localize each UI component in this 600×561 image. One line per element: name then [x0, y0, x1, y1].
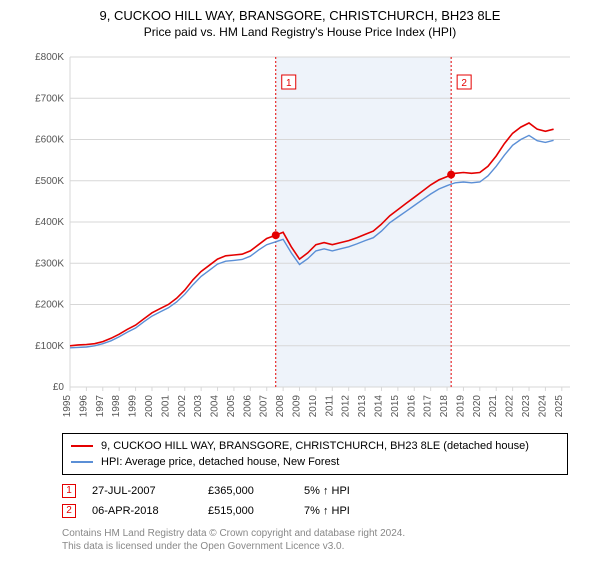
svg-text:2014: 2014 [373, 395, 384, 418]
transaction-marker: 1 [62, 484, 76, 498]
transaction-marker: 2 [62, 504, 76, 518]
transaction-date: 27-JUL-2007 [92, 481, 192, 501]
svg-text:2006: 2006 [242, 395, 253, 418]
svg-text:2004: 2004 [210, 395, 221, 418]
svg-text:£200K: £200K [35, 300, 64, 311]
legend: 9, CUCKOO HILL WAY, BRANSGORE, CHRISTCHU… [62, 433, 568, 475]
transaction-delta: 5% ↑ HPI [304, 481, 350, 501]
svg-text:2023: 2023 [521, 395, 532, 418]
chart-svg: £0 £100K £200K £300K £400K £500K £600K £700K £80… [20, 47, 580, 427]
svg-text:2020: 2020 [472, 395, 483, 418]
svg-text:1995: 1995 [62, 395, 73, 418]
legend-item: HPI: Average price, detached house, New … [71, 454, 559, 470]
svg-text:2013: 2013 [357, 395, 368, 418]
transaction-row: 2 06-APR-2018 £515,000 7% ↑ HPI [62, 501, 568, 521]
svg-text:2007: 2007 [259, 395, 270, 418]
svg-text:2010: 2010 [308, 395, 319, 418]
transactions-table: 1 27-JUL-2007 £365,000 5% ↑ HPI 2 06-APR-2018… [62, 481, 568, 521]
footer: Contains HM Land Registry data © Crown c… [62, 527, 568, 553]
legend-item: 9, CUCKOO HILL WAY, BRANSGORE, CHRISTCHU… [71, 438, 559, 454]
svg-text:£600K: £600K [35, 135, 64, 146]
svg-text:2019: 2019 [455, 395, 466, 418]
chart-subtitle: Price paid vs. HM Land Registry's House … [12, 25, 588, 39]
svg-text:1999: 1999 [128, 395, 139, 418]
svg-text:£100K: £100K [35, 341, 64, 352]
svg-text:£800K: £800K [35, 52, 64, 63]
svg-text:2025: 2025 [554, 395, 565, 418]
transaction-delta: 7% ↑ HPI [304, 501, 350, 521]
svg-text:2: 2 [461, 78, 467, 89]
svg-text:2002: 2002 [177, 395, 188, 418]
svg-text:2012: 2012 [341, 395, 352, 418]
legend-swatch [71, 445, 93, 447]
svg-text:2011: 2011 [324, 395, 335, 417]
svg-text:£400K: £400K [35, 217, 64, 228]
svg-text:1997: 1997 [95, 395, 106, 418]
svg-text:2000: 2000 [144, 395, 155, 418]
svg-text:2022: 2022 [505, 395, 516, 418]
svg-text:£500K: £500K [35, 176, 64, 187]
legend-swatch [71, 461, 93, 463]
svg-text:£700K: £700K [35, 93, 64, 104]
svg-text:2003: 2003 [193, 395, 204, 418]
transaction-price: £515,000 [208, 501, 288, 521]
chart: £0 £100K £200K £300K £400K £500K £600K £700K £80… [20, 47, 580, 427]
transaction-row: 1 27-JUL-2007 £365,000 5% ↑ HPI [62, 481, 568, 501]
svg-text:2024: 2024 [537, 395, 548, 418]
footer-line: This data is licensed under the Open Gov… [62, 540, 568, 553]
svg-text:2005: 2005 [226, 395, 237, 418]
svg-text:1: 1 [286, 78, 292, 89]
svg-text:2008: 2008 [275, 395, 286, 418]
transaction-price: £365,000 [208, 481, 288, 501]
chart-title: 9, CUCKOO HILL WAY, BRANSGORE, CHRISTCHU… [12, 8, 588, 23]
svg-text:2018: 2018 [439, 395, 450, 418]
svg-text:1998: 1998 [111, 395, 122, 418]
svg-text:£300K: £300K [35, 258, 64, 269]
footer-line: Contains HM Land Registry data © Crown c… [62, 527, 568, 540]
svg-text:2016: 2016 [406, 395, 417, 418]
svg-text:2017: 2017 [423, 395, 434, 418]
svg-text:2015: 2015 [390, 395, 401, 418]
transaction-date: 06-APR-2018 [92, 501, 192, 521]
svg-text:2001: 2001 [160, 395, 171, 418]
svg-text:2009: 2009 [292, 395, 303, 418]
svg-text:2021: 2021 [488, 395, 499, 418]
legend-label: 9, CUCKOO HILL WAY, BRANSGORE, CHRISTCHU… [101, 438, 529, 454]
svg-text:£0: £0 [53, 382, 65, 393]
legend-label: HPI: Average price, detached house, New … [101, 454, 339, 470]
svg-text:1996: 1996 [78, 395, 89, 418]
